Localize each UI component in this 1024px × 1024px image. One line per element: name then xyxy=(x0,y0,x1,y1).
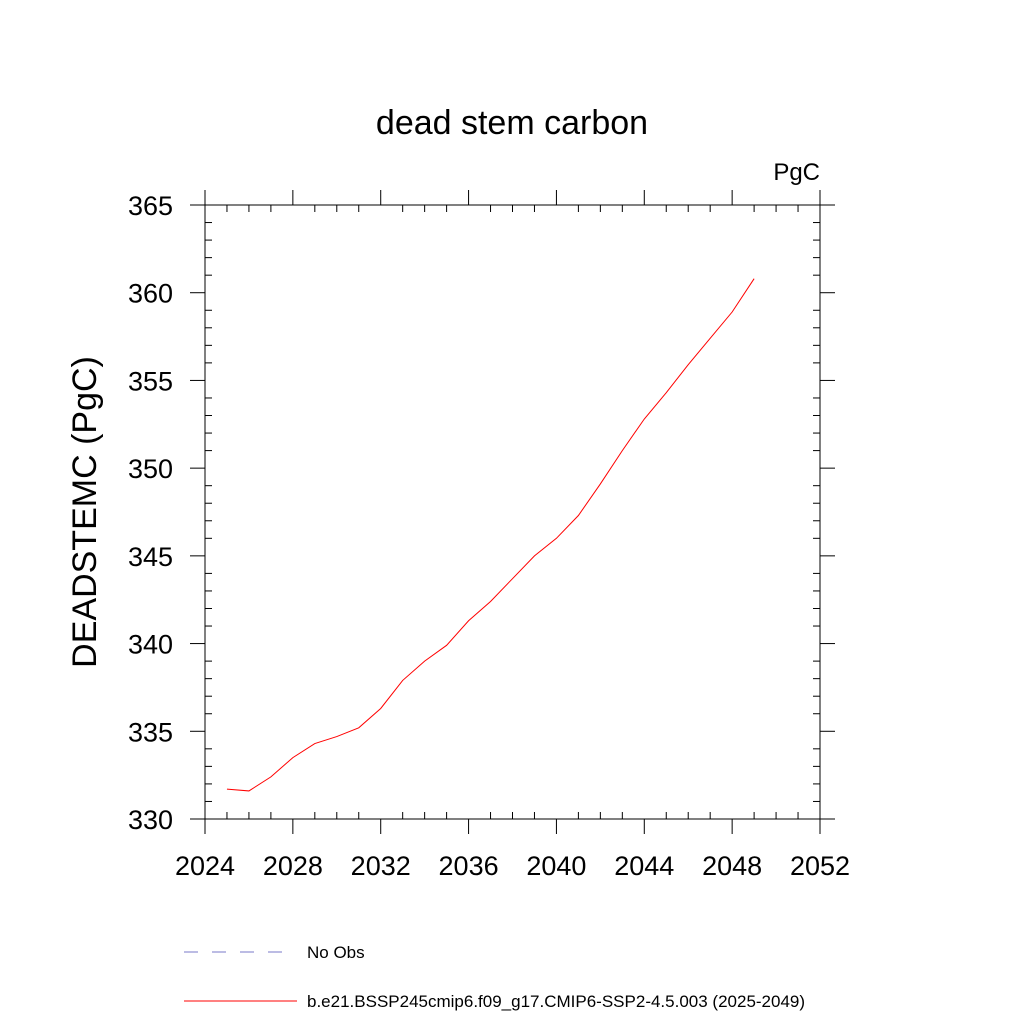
x-tick-label: 2028 xyxy=(263,851,323,881)
y-tick-labels: 330 335 340 345 350 355 360 365 xyxy=(128,191,173,835)
x-tick-label: 2032 xyxy=(351,851,411,881)
chart-title: dead stem carbon xyxy=(376,104,648,142)
x-tick-label: 2052 xyxy=(790,851,850,881)
x-tick-label: 2040 xyxy=(526,851,586,881)
y-tick-label: 360 xyxy=(128,279,173,309)
legend: No Obs b.e21.BSSP245cmip6.f09_g17.CMIP6-… xyxy=(184,943,805,1011)
y-tick-label: 365 xyxy=(128,191,173,221)
legend-label-model-run: b.e21.BSSP245cmip6.f09_g17.CMIP6-SSP2-4.… xyxy=(307,992,805,1011)
y-tick-label: 355 xyxy=(128,366,173,396)
y-tick-label: 345 xyxy=(128,542,173,572)
plot-frame xyxy=(204,204,821,820)
x-tick-labels: 2024 2028 2032 2036 2040 2044 2048 2052 xyxy=(175,851,850,881)
x-tick-label: 2048 xyxy=(702,851,762,881)
legend-label-no-obs: No Obs xyxy=(307,943,365,962)
x-tick-label: 2024 xyxy=(175,851,235,881)
axis-ticks xyxy=(190,190,835,834)
x-tick-label: 2044 xyxy=(614,851,674,881)
y-tick-label: 330 xyxy=(128,805,173,835)
series-line xyxy=(226,278,755,792)
y-axis-label: DEADSTEMC (PgC) xyxy=(66,356,104,668)
y-tick-label: 340 xyxy=(128,630,173,660)
series-layer xyxy=(226,278,755,792)
y-tick-label: 335 xyxy=(128,717,173,747)
units-label: PgC xyxy=(773,159,820,186)
x-tick-label: 2036 xyxy=(439,851,499,881)
y-tick-label: 350 xyxy=(128,454,173,484)
